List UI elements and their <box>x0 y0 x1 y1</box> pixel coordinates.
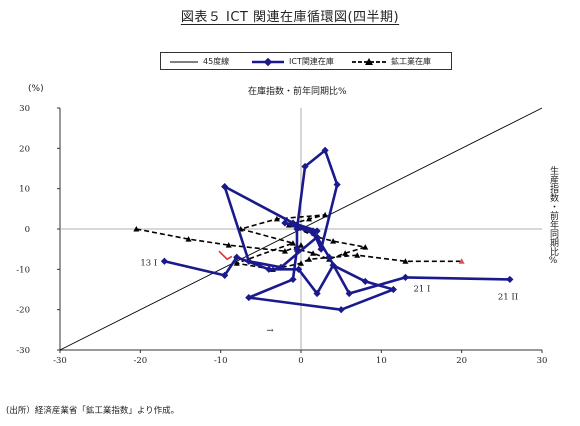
mining-point <box>233 260 240 266</box>
ict-point <box>325 253 333 261</box>
mining-point <box>281 248 288 254</box>
ict-point <box>321 146 329 154</box>
y-tick-label: -30 <box>16 346 30 356</box>
ict-point <box>160 257 169 265</box>
ict-series-layer <box>160 146 514 314</box>
y-tick-label: 10 <box>19 185 30 195</box>
ict-point <box>281 219 289 227</box>
x-tick-label: -30 <box>53 356 67 366</box>
ict-point <box>506 275 514 284</box>
ict-point <box>309 229 317 237</box>
legend-label: ICT関連在庫 <box>289 57 334 66</box>
ict-point <box>389 285 397 294</box>
ict-point <box>401 273 410 281</box>
legend-item-45-line: 45度線 <box>169 55 259 69</box>
ict-point <box>345 289 353 298</box>
x-tick-label: 20 <box>456 356 467 366</box>
ict-point <box>289 275 297 284</box>
ict-point <box>265 265 273 273</box>
mining-point <box>330 238 337 244</box>
y-tick-label: -20 <box>16 306 30 316</box>
ict-point <box>245 293 253 302</box>
mining-point <box>289 240 296 246</box>
legend-swatch-mining <box>352 58 386 65</box>
annotation-label: 21 II <box>498 293 518 303</box>
legend-swatch-45-line <box>170 61 198 63</box>
mining-point <box>354 252 361 258</box>
legend-swatch-ict <box>252 57 284 67</box>
y-tick-label: 30 <box>19 104 30 114</box>
source-note: (出所）経済産業省「鉱工業指数」より作成。 <box>6 406 180 416</box>
mining-point <box>342 250 349 256</box>
legend: 45度線 ICT関連在庫 鉱工業在庫 <box>160 52 452 70</box>
y-unit-label: (%) <box>28 84 44 94</box>
mining-point <box>298 242 304 248</box>
y-tick-label: -10 <box>16 265 30 275</box>
mining-point <box>458 258 465 264</box>
x-tick-label: 10 <box>376 356 387 366</box>
x-tick-label: 30 <box>537 356 548 366</box>
mining-point <box>402 258 409 264</box>
mining-point <box>310 250 317 256</box>
mining-point <box>322 211 329 218</box>
annotation-label: 21 I <box>413 285 430 295</box>
mining-point <box>225 242 232 248</box>
ict-series-line <box>164 149 510 311</box>
ict-point <box>293 225 301 233</box>
ict-point <box>293 245 301 253</box>
ict-point <box>221 271 229 279</box>
ict-point <box>317 245 325 253</box>
ict-point <box>301 162 309 171</box>
mining-point <box>306 256 313 262</box>
legend-label: 鉱工業在庫 <box>391 57 431 66</box>
mining-point <box>273 215 280 222</box>
ict-point <box>294 265 303 273</box>
y-tick-label: 20 <box>19 144 30 154</box>
ict-point <box>329 261 337 269</box>
start-marker <box>218 250 233 261</box>
y-tick-label: 0 <box>25 225 30 235</box>
chart-title: 図表５ ICT 関連在庫循環図(四半期) <box>180 10 400 25</box>
x-tick-label: -20 <box>133 356 147 366</box>
ict-point <box>333 181 341 189</box>
legend-item-ict: ICT関連在庫 <box>251 55 351 69</box>
mining-point <box>306 215 313 222</box>
ict-point <box>313 289 321 298</box>
ict-point <box>245 257 253 265</box>
y-axis-title: 在庫指数・前年同期比% <box>248 87 347 97</box>
ict-point <box>289 219 297 227</box>
x-axis-title: 生産指数・前年同期比% <box>548 166 558 266</box>
ict-point <box>221 183 229 191</box>
ict-point <box>277 263 285 271</box>
ict-point <box>233 253 241 261</box>
mining-point <box>133 226 140 232</box>
annotation-label: 13 I <box>140 258 157 268</box>
legend-label: 45度線 <box>203 57 230 66</box>
x-tick-label: -10 <box>214 356 228 366</box>
axes-layer: -30 -20 -10 0 10 20 30 -30 -20 -10 0 10 20 30 <box>16 104 547 366</box>
ict-point <box>361 277 369 286</box>
mining-point <box>298 260 304 266</box>
legend-item-mining: 鉱工業在庫 <box>351 55 451 69</box>
annotation-label: → <box>266 326 273 336</box>
mining-point <box>362 244 369 250</box>
ict-point <box>313 227 321 235</box>
mining-point <box>185 236 192 242</box>
ict-point <box>313 233 321 241</box>
x-tick-label: 0 <box>298 356 303 366</box>
ict-point <box>337 306 345 314</box>
annotation-layer: 13 I 21 I 21 II → <box>140 258 518 336</box>
